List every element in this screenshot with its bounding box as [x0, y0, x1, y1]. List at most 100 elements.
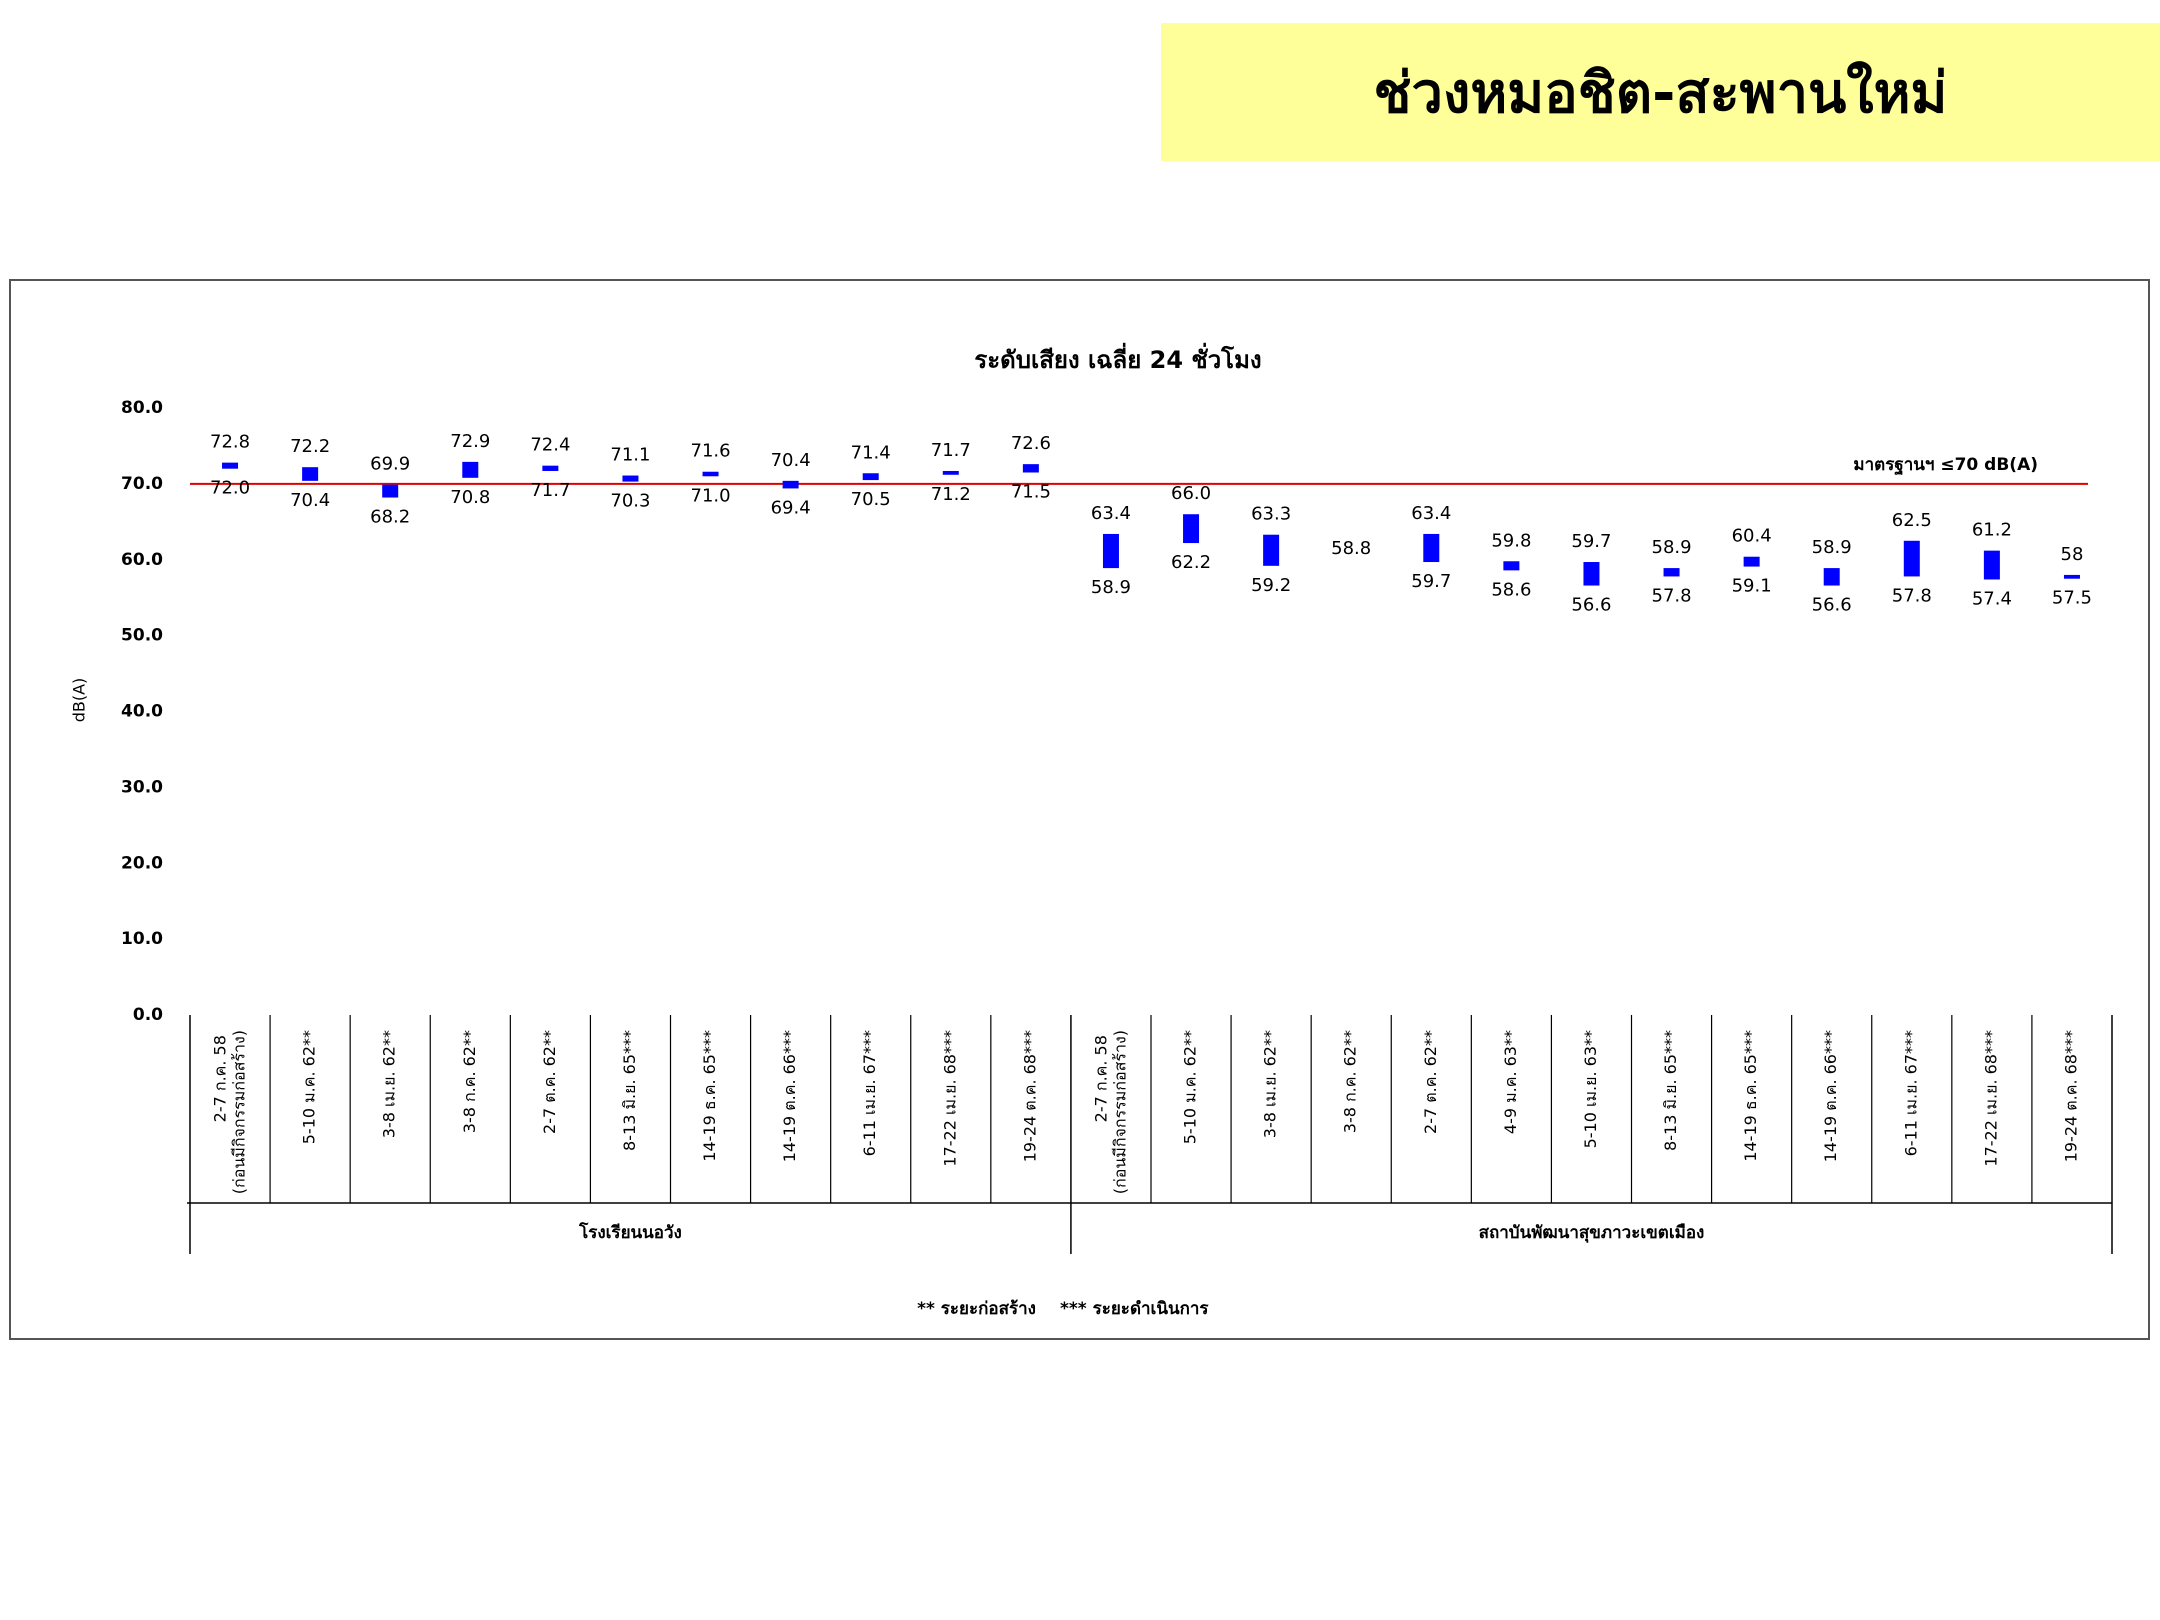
x-tick-label: 17-22 เม.ย. 68***: [940, 1030, 959, 1167]
value-label: 56.6: [1812, 595, 1852, 616]
value-label: 59.2: [1251, 575, 1291, 596]
value-label: 72.2: [290, 436, 330, 457]
value-label: 61.2: [1972, 520, 2012, 541]
y-tick-label: 30.0: [121, 777, 163, 797]
value-label: 70.8: [450, 487, 490, 508]
x-tick-label: 3-8 ก.ค. 62**: [1341, 1030, 1360, 1133]
value-label: 68.2: [370, 507, 410, 528]
x-tick-label: 14-19 ต.ค. 66***: [780, 1030, 799, 1162]
x-tick-label: 3-8 เม.ย. 62**: [1261, 1030, 1280, 1138]
value-label: 60.4: [1732, 526, 1772, 547]
value-label: 72.6: [1011, 433, 1051, 454]
x-tick-label: 17-22 เม.ย. 68***: [1981, 1030, 2000, 1167]
y-tick-label: 70.0: [121, 474, 163, 494]
range-bar: [1423, 533, 1440, 563]
range-bar: [1263, 534, 1280, 566]
range-bar: [1102, 533, 1119, 569]
y-axis-label: dB(A): [70, 678, 89, 723]
footnote: ** ระยะก่อสร้าง: [917, 1299, 1036, 1319]
group-label: สถาบันพัฒนาสุขภาวะเขตเมือง: [1479, 1222, 1705, 1243]
x-tick-label: 3-8 ก.ค. 62**: [460, 1030, 479, 1133]
value-label: 62.2: [1171, 552, 1211, 573]
range-bar: [1903, 540, 1920, 577]
header-title: ช่วงหมอชิต-สะพานใหม่: [1161, 23, 2160, 161]
x-tick-label: 2-7 ก.ค. 58 (ก่อนมีกิจกรรมก่อสร้าง): [1091, 1030, 1129, 1194]
value-label: 70.5: [851, 489, 891, 510]
value-label: 58.9: [1812, 537, 1852, 558]
value-label: 66.0: [1171, 483, 1211, 504]
x-tick-label: 5-10 ม.ค. 62**: [1181, 1030, 1200, 1144]
range-bar: [1583, 562, 1600, 586]
value-label: 58: [2061, 544, 2084, 565]
range-bar: [382, 484, 399, 498]
group-label: โรงเรียนนอวัง: [578, 1222, 682, 1243]
y-tick-label: 50.0: [121, 626, 163, 646]
value-label: 57.4: [1972, 588, 2012, 609]
range-bar: [1183, 514, 1200, 544]
y-tick-label: 60.0: [121, 550, 163, 570]
chart-frame: [9, 279, 2150, 1340]
range-bar: [1983, 550, 2000, 580]
range-bar: [222, 462, 239, 469]
value-label: 72.4: [530, 435, 570, 456]
value-label: 59.7: [1411, 571, 1451, 592]
x-tick-label: 8-13 มิ.ย. 65***: [620, 1030, 639, 1151]
footnote: *** ระยะดำเนินการ: [1060, 1299, 1209, 1319]
range-bar: [862, 473, 879, 481]
y-tick-label: 0.0: [133, 1005, 163, 1025]
x-tick-label: 2-7 ก.ค. 58 (ก่อนมีกิจกรรมก่อสร้าง): [210, 1030, 248, 1194]
x-tick-label: 8-13 มิ.ย. 65***: [1661, 1030, 1680, 1151]
range-bar: [2063, 574, 2080, 579]
range-bar: [1022, 464, 1039, 473]
y-tick-label: 80.0: [121, 398, 163, 418]
value-label: 57.8: [1652, 585, 1692, 606]
range-bar: [1503, 561, 1520, 571]
value-label: 72.0: [210, 478, 250, 499]
value-label: 59.7: [1571, 531, 1611, 552]
value-label: 57.5: [2052, 588, 2092, 609]
value-label: 72.8: [210, 432, 250, 453]
value-label: 70.3: [610, 491, 650, 512]
value-label: 63.4: [1091, 503, 1131, 524]
range-bar: [462, 461, 479, 478]
range-bar: [1663, 568, 1680, 577]
x-tick-label: 5-10 เม.ย. 63**: [1581, 1030, 1600, 1148]
x-tick-label: 4-9 ม.ค. 63**: [1501, 1030, 1520, 1134]
range-bar: [1823, 568, 1840, 586]
value-label: 63.4: [1411, 503, 1451, 524]
value-label: 69.4: [771, 497, 811, 518]
value-label: 71.0: [691, 485, 731, 506]
x-tick-label: 14-19 ธ.ค. 65***: [1741, 1030, 1760, 1162]
value-label: 71.7: [530, 480, 570, 501]
value-label: 56.6: [1571, 595, 1611, 616]
value-label: 58.9: [1652, 537, 1692, 558]
range-bar: [542, 465, 559, 471]
value-label: 72.9: [450, 431, 490, 452]
x-tick-label: 19-24 ต.ค. 68***: [2061, 1030, 2080, 1162]
value-label: 70.4: [290, 490, 330, 511]
value-label: 69.9: [370, 454, 410, 475]
y-tick-label: 20.0: [121, 853, 163, 873]
reference-label: มาตรฐานฯ ≤70 dB(A): [1853, 455, 2038, 476]
value-label: 71.6: [691, 441, 731, 462]
value-label: 59.1: [1732, 576, 1772, 597]
range-bar: [302, 467, 319, 481]
value-label: 62.5: [1892, 510, 1932, 531]
x-tick-label: 3-8 เม.ย. 62**: [380, 1030, 399, 1138]
x-tick-label: 5-10 ม.ค. 62**: [300, 1030, 319, 1144]
value-label: 58.9: [1091, 577, 1131, 598]
value-label: 57.8: [1892, 585, 1932, 606]
range-bar: [942, 470, 959, 475]
x-tick-label: 6-11 เม.ย. 67***: [1901, 1030, 1920, 1156]
x-tick-label: 2-7 ต.ค. 62**: [540, 1030, 559, 1134]
value-label: 71.2: [931, 484, 971, 505]
y-tick-label: 40.0: [121, 702, 163, 722]
value-label: 58.6: [1491, 579, 1531, 600]
value-label: 59.8: [1491, 530, 1531, 551]
value-label: 63.3: [1251, 504, 1291, 525]
x-tick-label: 6-11 เม.ย. 67***: [860, 1030, 879, 1156]
value-label: 71.1: [610, 445, 650, 466]
x-tick-label: 14-19 ธ.ค. 65***: [700, 1030, 719, 1162]
